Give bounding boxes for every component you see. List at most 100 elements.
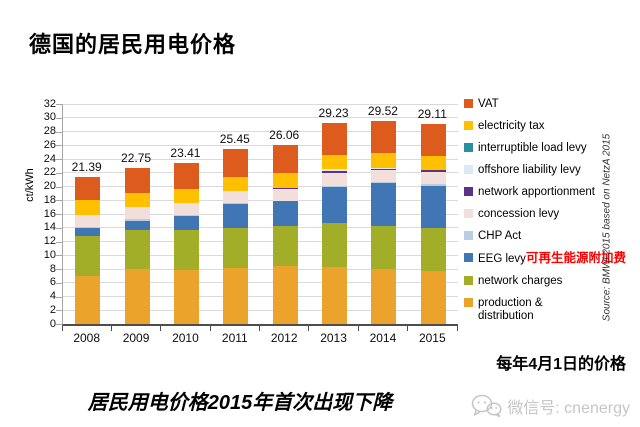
legend-item-concession-levy: concession levy: [464, 208, 598, 221]
y-axis-tick-label: 28: [43, 125, 56, 137]
x-axis-label: 2015: [418, 331, 446, 345]
legend-label: production & distribution: [478, 297, 543, 322]
bar-segment-vat: [272, 144, 298, 174]
bar-segment-vat: [371, 121, 397, 154]
bar-segment-network-apportionment: [272, 187, 298, 189]
watermark-label: 微信号: cnenergy: [507, 400, 630, 417]
bar-segment-eeg-levy: [371, 183, 397, 227]
bar-segment-production-distribution: [223, 267, 249, 324]
y-axis-tick: [56, 214, 62, 215]
x-axis-tick: [160, 326, 162, 331]
bar-segment-production-distribution: [173, 269, 199, 324]
x-axis-tick: [110, 326, 112, 331]
y-axis-tick-label: 10: [43, 248, 56, 261]
x-axis-tick: [259, 326, 260, 331]
y-axis-tick-label: 0: [49, 317, 56, 330]
bar-total-label: 29.52: [367, 104, 398, 119]
y-axis-tick: [56, 269, 62, 270]
bar-segment-concession-levy: [173, 202, 199, 216]
legend-item-vat: VAT: [464, 98, 598, 111]
gridline: [63, 282, 458, 284]
legend-swatch-vat: [464, 99, 473, 108]
bar-segment-network-apportionment: [420, 170, 446, 172]
watermark: 微信号: cnenergy: [470, 393, 630, 419]
bar-segment-network-charges: [371, 226, 397, 269]
price-date-note: 每年4月1日的价格: [496, 356, 626, 373]
bar-segment-vat: [75, 176, 101, 201]
bar-segment-network-charges: [173, 230, 199, 270]
legend-swatch-production-distribution: [464, 298, 473, 307]
legend-label: network charges: [478, 275, 563, 287]
y-axis-tick-label: 6: [49, 276, 56, 289]
y-axis-tick: [56, 145, 62, 147]
x-axis-tick: [61, 326, 63, 331]
bar-segment-eeg-levy: [322, 186, 348, 223]
legend-annotation: 可再生能源附加费: [525, 251, 626, 265]
x-axis-label: 2008: [73, 331, 101, 345]
wechat-icon: [472, 394, 502, 418]
bar-total-label: 23.41: [170, 146, 201, 161]
y-axis-tick-label: 16: [43, 207, 56, 220]
y-axis-tick: [56, 241, 62, 243]
y-axis-tick-label: 26: [43, 138, 56, 151]
y-axis-tick: [56, 131, 62, 133]
legend-swatch-network-charges: [464, 276, 473, 285]
legend-swatch-eeg-levy: [464, 253, 473, 262]
legend-item-eeg-levy: EEG levy可再生能源附加费: [464, 252, 626, 266]
bar-total-label: 29.23: [318, 106, 349, 121]
bar-segment-production-distribution: [322, 266, 348, 324]
bar-segment-concession-levy: [322, 173, 348, 186]
bar-segment-electricity-tax: [173, 188, 199, 203]
bar-segment-vat: [124, 167, 150, 193]
bar-segment-electricity-tax: [223, 176, 249, 192]
gridline: [63, 227, 458, 229]
bar-segment-concession-levy: [223, 191, 249, 204]
legend: VAT electricity tax interruptible load lev…: [464, 98, 626, 323]
x-axis-tick: [209, 326, 211, 331]
legend-swatch-offshore-liability-levy: [464, 165, 473, 174]
y-axis-tick-label: 18: [43, 193, 56, 206]
bar-segment-electricity-tax: [272, 173, 298, 188]
legend-swatch-concession-levy: [464, 209, 473, 218]
gridline: [63, 268, 458, 270]
y-axis-tick-label: 22: [43, 166, 56, 179]
legend-label: interruptible load levy: [478, 142, 587, 154]
bar-segment-vat: [173, 163, 199, 189]
source-note: Source: BMWi 2015 based on NetzA 2015: [601, 133, 613, 322]
gridline: [63, 199, 458, 201]
bar-segment-concession-levy: [124, 206, 150, 219]
y-axis-tick: [56, 310, 62, 312]
bar-segment-chp-act: [124, 218, 150, 221]
bar-segment-eeg-levy: [75, 228, 101, 237]
y-axis-tick: [56, 296, 62, 298]
bar-segment-eeg-levy: [223, 203, 249, 228]
bar-segment-chp-act: [322, 185, 348, 187]
legend-label: CHP Act: [478, 230, 522, 242]
y-axis-tick-label: 20: [43, 180, 56, 192]
y-axis-tick: [56, 186, 62, 188]
y-axis-tick-label: 8: [49, 262, 56, 275]
plot-area: [62, 103, 458, 326]
bar-segment-concession-levy: [420, 171, 446, 184]
legend-swatch-chp-act: [464, 231, 473, 240]
gridline: [63, 103, 458, 105]
gridline: [63, 309, 458, 311]
x-axis-tick: [456, 326, 458, 331]
bar-segment-network-charges: [124, 229, 150, 269]
bar-segment-network-charges: [75, 236, 101, 276]
bar-segment-production-distribution: [124, 269, 150, 324]
y-axis-tick: [56, 282, 62, 284]
bar-segment-eeg-levy: [173, 216, 199, 231]
bar-segment-electricity-tax: [75, 200, 101, 215]
legend-item-chp-act: CHP Act: [464, 230, 598, 243]
legend-swatch-network-apportionment: [464, 187, 473, 196]
x-axis-label: 2011: [221, 331, 248, 345]
x-axis-tick: [357, 326, 359, 331]
legend-swatch-electricity-tax: [464, 121, 473, 130]
legend-item-network-charges: network charges: [464, 275, 598, 288]
bar-segment-chp-act: [75, 226, 101, 229]
bar-segment-production-distribution: [272, 265, 298, 324]
bar-segment-network-charges: [272, 225, 298, 266]
gridline: [63, 241, 458, 242]
